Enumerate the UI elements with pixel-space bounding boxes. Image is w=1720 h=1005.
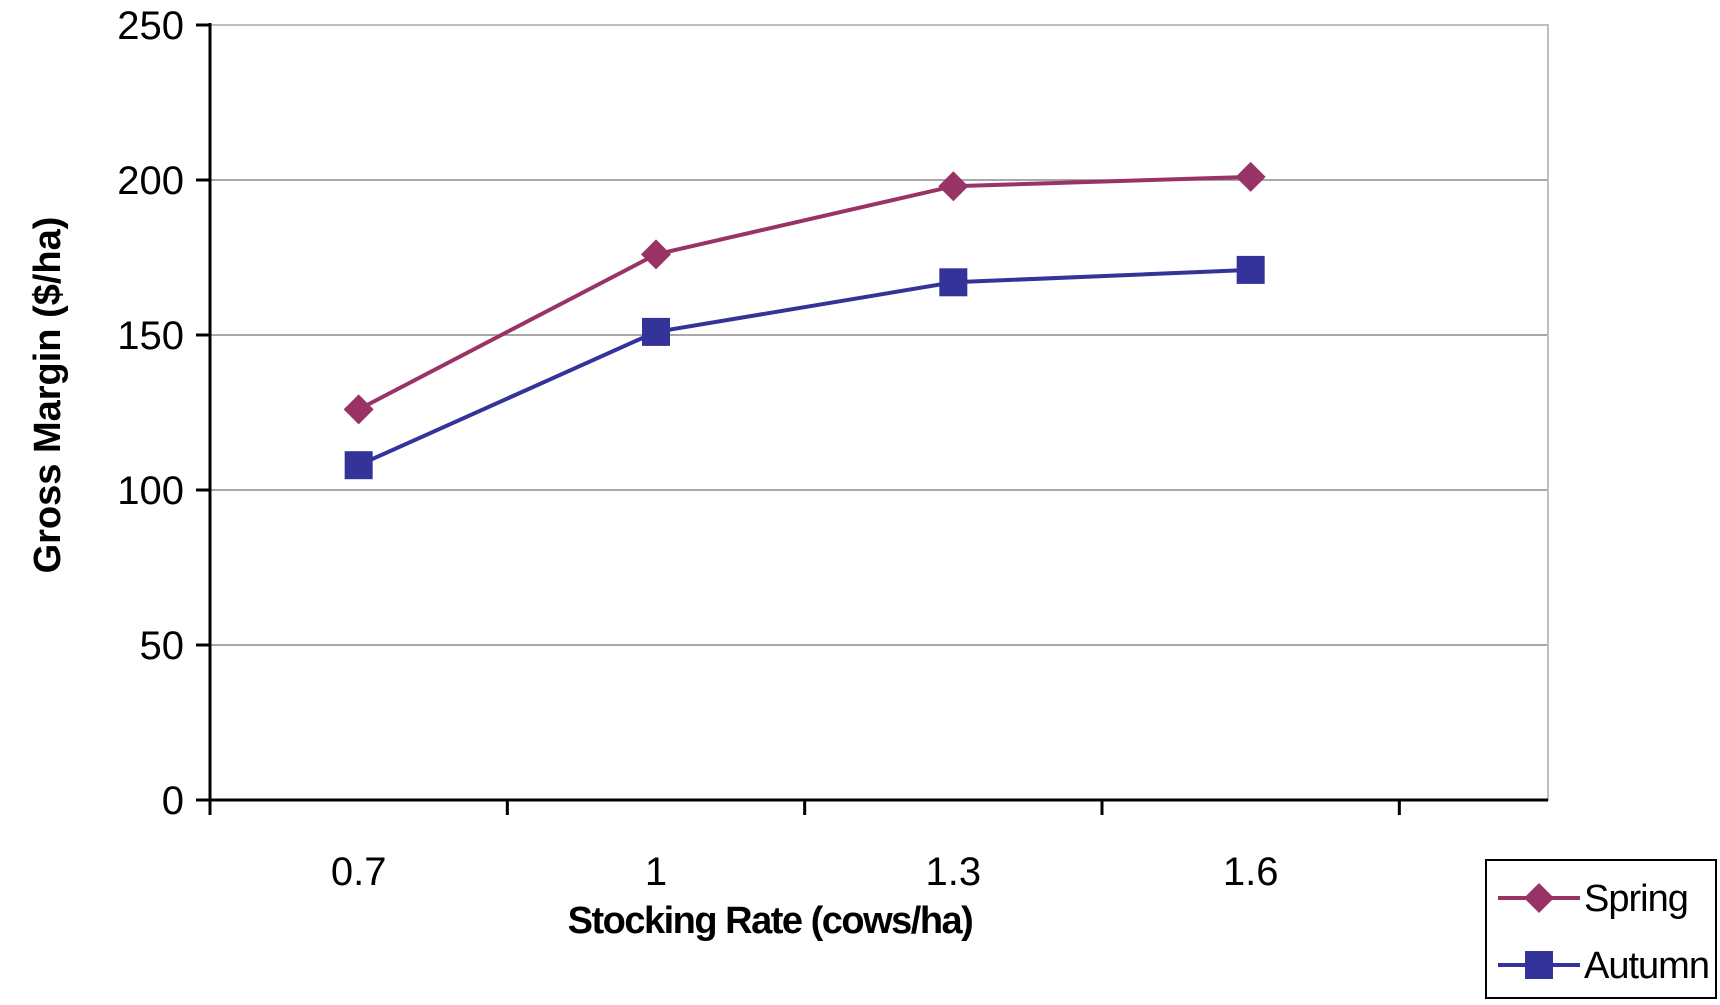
y-axis-title: Gross Margin ($/ha)	[27, 217, 69, 574]
data-point-diamond	[641, 239, 671, 270]
data-series	[343, 161, 1266, 480]
legend: Spring Autumn	[1485, 859, 1717, 999]
y-tick-label: 250	[117, 4, 184, 48]
series-line	[357, 174, 1251, 412]
y-tick-label: 200	[117, 159, 184, 203]
y-tick-label: 100	[117, 469, 184, 513]
data-point-square	[344, 451, 373, 480]
data-point-square	[1236, 255, 1265, 284]
x-axis-title: Stocking Rate (cows/ha)	[568, 900, 973, 942]
legend-marker-diamond	[1524, 883, 1554, 913]
x-tick-label: 1	[645, 850, 667, 894]
legend-label: Autumn	[1584, 945, 1709, 987]
legend-label: Spring	[1584, 878, 1688, 920]
legend-item-spring: Spring	[1498, 878, 1689, 920]
data-point-diamond	[938, 171, 969, 202]
series-spring	[343, 161, 1266, 425]
tick-labels: 0 50 100 150 200 250 0.7 1 1.3 1.6	[117, 4, 1278, 894]
data-point-square	[642, 317, 670, 346]
x-tick-label: 1.3	[926, 850, 982, 894]
legend-box	[1485, 859, 1717, 999]
series-line	[357, 267, 1251, 468]
legend-item-autumn: Autumn	[1498, 945, 1710, 987]
data-point-diamond	[1235, 161, 1266, 192]
data-point-diamond	[343, 394, 374, 425]
x-tick-label: 1.6	[1223, 850, 1279, 894]
y-tick-label: 150	[117, 314, 184, 358]
legend-items: Spring Autumn	[1498, 878, 1710, 987]
gridlines	[210, 24, 1548, 646]
y-tick-label: 0	[162, 779, 184, 823]
y-tick-label: 50	[140, 624, 185, 668]
series-autumn	[344, 255, 1265, 480]
plot-area-border	[209, 24, 1549, 801]
axes	[196, 23, 1548, 815]
legend-marker-square	[1525, 951, 1553, 979]
x-tick-label: 0.7	[331, 850, 387, 894]
data-point-square	[939, 268, 968, 297]
